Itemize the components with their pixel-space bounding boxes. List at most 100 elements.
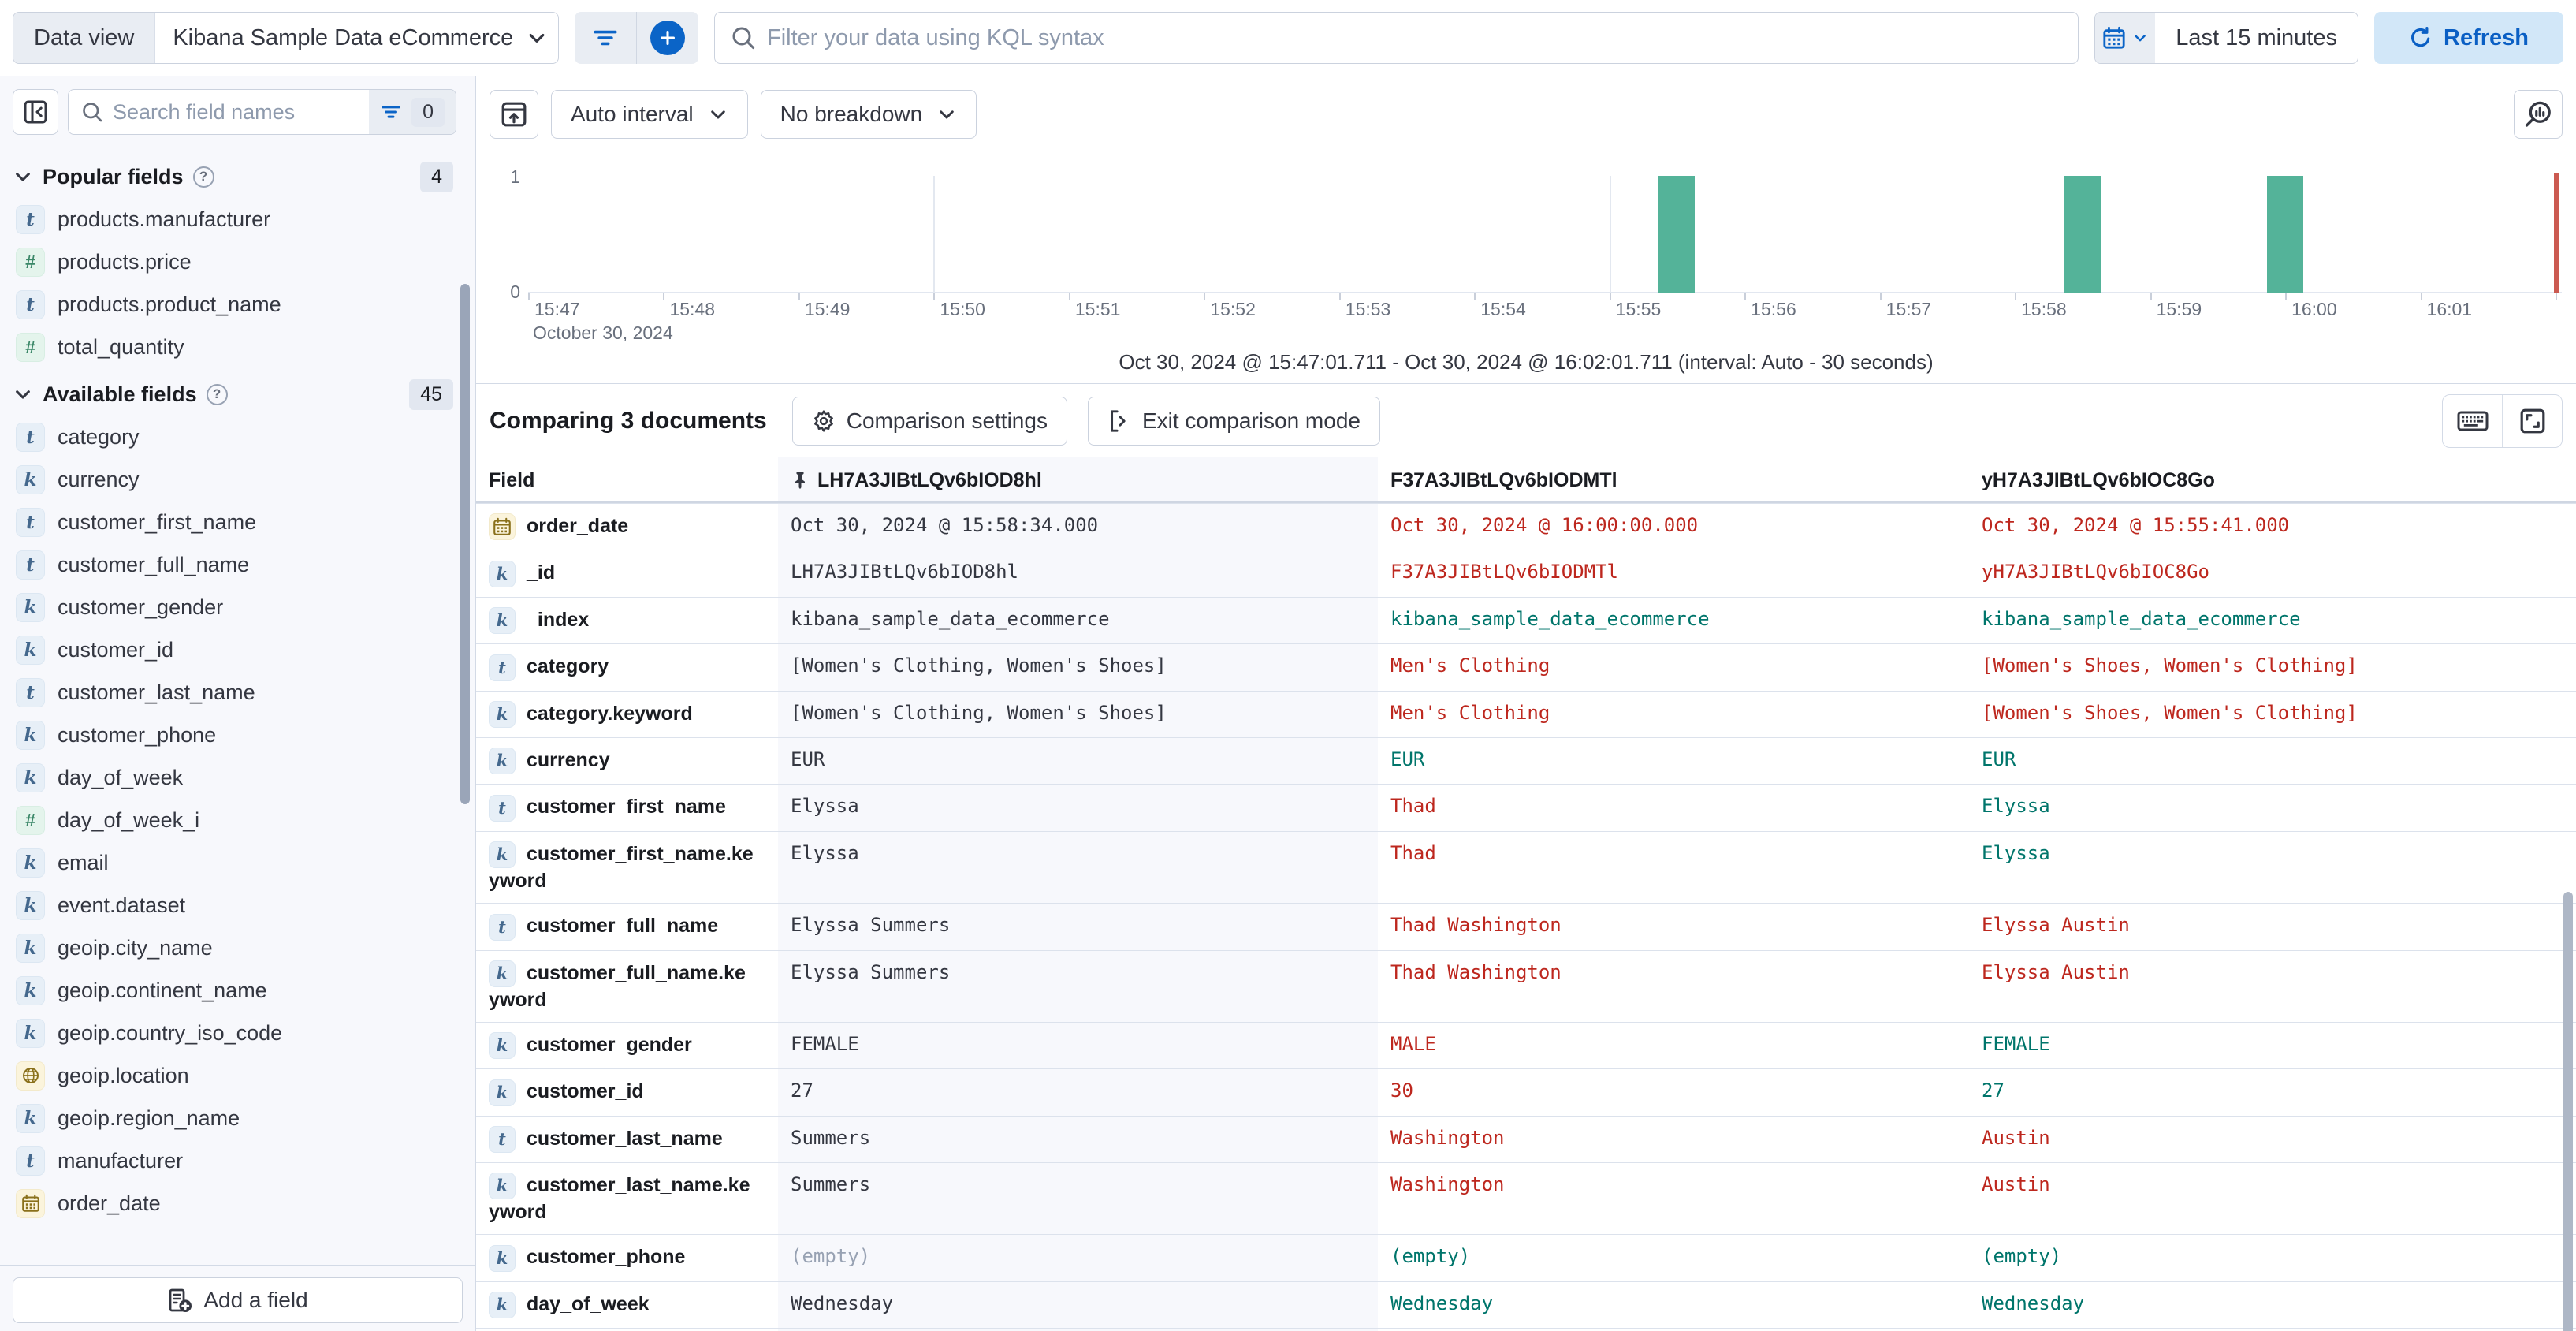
base-value-cell: Summers [778,1116,1378,1163]
sidebar-field-item[interactable]: k currency [13,458,475,501]
sidebar-field-item[interactable]: order_date [13,1182,475,1225]
sidebar-field-item[interactable]: t products.product_name [13,283,475,326]
add-filter-button[interactable] [637,12,698,64]
x-axis-tick [528,293,530,300]
field-value: Men's Clothing [1390,701,1550,724]
sidebar-field-item[interactable]: t customer_last_name [13,671,475,714]
data-view-value-button[interactable]: Kibana Sample Data eCommerce [155,25,558,51]
field-type-t-icon: t [16,550,45,580]
top-bar: Data view Kibana Sample Data eCommerce F… [0,0,2576,76]
fields-sidebar: Search field names 0 Popular fields? 4 t pr… [0,76,476,1331]
comparison-settings-button[interactable]: Comparison settings [791,396,1067,446]
field-value: 30 [1390,1079,1413,1102]
section-count-badge: 45 [409,378,453,410]
kql-search-input[interactable]: Filter your data using KQL syntax [714,12,2079,64]
field-value: EUR [1982,748,2016,770]
chevron-down-icon[interactable] [13,166,33,187]
sidebar-field-item[interactable]: t category [13,416,475,458]
x-axis-end-tick [2556,293,2557,300]
field-value: Elyssa [1982,795,2050,818]
keyboard-shortcuts-button[interactable] [2443,395,2502,447]
doc-value-cell: [Women's Shoes, Women's Clothing] [1969,692,2576,737]
breakdown-select[interactable]: No breakdown [760,90,977,139]
sidebar-field-item[interactable]: k day_of_week [13,756,475,799]
sidebar-field-item[interactable]: k geoip.city_name [13,926,475,969]
collapse-sidebar-button[interactable] [13,89,58,135]
sidebar-field-item[interactable]: # total_quantity [13,326,475,368]
doc-value-cell: Oct 30, 2024 @ 16:00:00.000 [1378,504,1969,550]
x-axis-tick [1474,293,1476,300]
table-row: k customer_gender FEMALE MALE FEMALE [476,1021,2576,1069]
doc-value-cell: Elyssa Austin [1969,951,2576,1022]
field-search-input[interactable]: Search field names 0 [68,89,456,135]
interval-select[interactable]: Auto interval [551,90,748,139]
field-type-k-icon: k [16,848,45,878]
add-field-button[interactable]: Add a field [13,1277,463,1323]
table-scrollbar[interactable] [2563,892,2573,1331]
sidebar-field-item[interactable]: k customer_phone [13,714,475,756]
breakdown-label: No breakdown [780,102,923,126]
section-title: Popular fields [43,164,184,188]
sidebar-field-item[interactable]: k geoip.country_iso_code [13,1012,475,1054]
grid-display-controls [2442,393,2563,448]
doc-id: yH7A3JIBtLQv6bIOC8Go [1982,469,2215,491]
data-view-selector[interactable]: Data view Kibana Sample Data eCommerce [13,12,559,64]
gear-icon [812,409,836,433]
sidebar-field-item[interactable]: k customer_gender [13,586,475,628]
sidebar-field-item[interactable]: k email [13,841,475,884]
sidebar-field-item[interactable]: t customer_full_name [13,543,475,586]
doc-id: F37A3JIBtLQv6bIODMTl [1390,469,1617,491]
field-cell: k currency [476,738,778,784]
time-range-value[interactable]: Last 15 minutes [2176,24,2337,50]
sidebar-field-item[interactable]: t manufacturer [13,1139,475,1182]
filter-menu-button[interactable] [575,12,636,64]
field-value: Men's Clothing [1390,654,1550,677]
field-filter-button[interactable]: 0 [369,90,456,134]
x-axis-tick-label: 15:55 [1615,299,1662,319]
time-picker: Last 15 minutes [2094,12,2358,64]
field-cell: k customer_gender [476,1023,778,1068]
table-row: t customer_last_name Summers Washington Aust… [476,1115,2576,1163]
sidebar-field-item[interactable]: # products.price [13,240,475,283]
chevron-down-icon [2132,30,2148,46]
edit-visualization-button[interactable] [2514,90,2563,139]
sidebar-field-item[interactable]: # day_of_week_i [13,799,475,841]
field-name: customer_id [527,1080,644,1103]
sidebar-scrollbar[interactable] [460,284,470,804]
sidebar-field-item[interactable]: k geoip.continent_name [13,969,475,1012]
hide-histogram-button[interactable] [490,90,538,139]
field-name: category [527,655,609,678]
doc-value-cell: [Women's Shoes, Women's Clothing] [1969,644,2576,690]
x-axis-tick-label: 16:00 [2291,299,2337,319]
help-icon[interactable]: ? [192,166,214,188]
table-row: k customer_phone (empty) (empty) (empty) [476,1234,2576,1281]
field-type-t-icon: t [489,794,516,822]
sidebar-field-item[interactable]: k customer_id [13,628,475,671]
sidebar-field-item[interactable]: k geoip.region_name [13,1097,475,1139]
exit-icon [1107,409,1131,433]
x-axis-tick [933,293,936,300]
fullscreen-button[interactable] [2503,395,2562,447]
time-picker-menu-button[interactable] [2095,13,2156,63]
x-axis-tick [2015,293,2017,300]
sidebar-field-item[interactable]: geoip.location [13,1054,475,1097]
field-name: products.manufacturer [58,207,271,231]
refresh-button[interactable]: Refresh [2374,12,2563,64]
exit-comparison-button[interactable]: Exit comparison mode [1087,396,1380,446]
table-row: k customer_last_name.keyword Summers Washin… [476,1162,2576,1235]
x-axis-tick [1879,293,1882,300]
sidebar-field-item[interactable]: k event.dataset [13,884,475,926]
add-field-icon [167,1288,192,1313]
field-value: Washington [1390,1173,1505,1196]
table-row: t category [Women's Clothing, Women's Shoe… [476,643,2576,691]
sidebar-field-item[interactable]: t customer_first_name [13,501,475,543]
field-cell: t category [476,644,778,690]
x-axis-tick-label: 15:56 [1751,299,1796,319]
field-cell: t customer_full_name [476,904,778,949]
help-icon[interactable]: ? [206,383,228,405]
filter-lines-icon [592,24,619,51]
chevron-down-icon[interactable] [13,384,33,405]
sidebar-field-item[interactable]: t products.manufacturer [13,198,475,240]
field-type-k-icon: k [489,1032,516,1060]
field-cell: t customer_first_name [476,785,778,830]
